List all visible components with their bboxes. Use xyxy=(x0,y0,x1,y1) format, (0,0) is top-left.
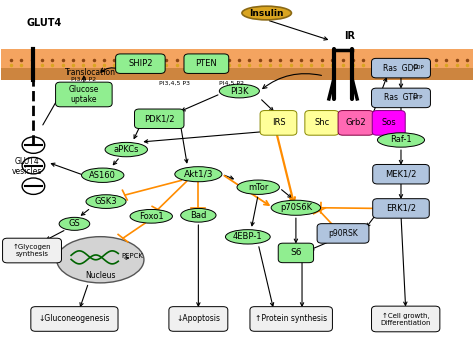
FancyBboxPatch shape xyxy=(31,307,118,331)
Text: PI3K: PI3K xyxy=(230,87,248,96)
Text: MEK1/2: MEK1/2 xyxy=(385,170,417,179)
FancyBboxPatch shape xyxy=(184,54,229,73)
Text: AS160: AS160 xyxy=(89,171,116,180)
Text: SHIP2: SHIP2 xyxy=(128,59,153,68)
Text: PTEN: PTEN xyxy=(195,59,217,68)
Text: PI3,4,5 P3: PI3,4,5 P3 xyxy=(159,81,190,86)
Text: p70S6K: p70S6K xyxy=(280,203,312,212)
Text: Shc: Shc xyxy=(314,118,329,127)
FancyBboxPatch shape xyxy=(372,58,430,78)
Text: IR: IR xyxy=(344,31,355,41)
Ellipse shape xyxy=(181,208,216,222)
FancyBboxPatch shape xyxy=(278,243,314,263)
Text: PI4,5 P2: PI4,5 P2 xyxy=(219,81,244,86)
Ellipse shape xyxy=(57,237,144,283)
Ellipse shape xyxy=(86,195,126,208)
Text: 4EBP-1: 4EBP-1 xyxy=(233,232,263,241)
FancyBboxPatch shape xyxy=(317,224,369,243)
Text: GDP: GDP xyxy=(412,65,424,70)
FancyBboxPatch shape xyxy=(373,199,429,218)
Text: Foxo1: Foxo1 xyxy=(139,212,164,221)
Text: GLUT4
vesicles: GLUT4 vesicles xyxy=(12,157,43,176)
Text: ↑Glycogen
synthesis: ↑Glycogen synthesis xyxy=(13,244,51,257)
Text: ↑Protein synthesis: ↑Protein synthesis xyxy=(255,315,327,324)
Ellipse shape xyxy=(130,209,173,223)
FancyBboxPatch shape xyxy=(55,82,112,107)
FancyBboxPatch shape xyxy=(338,110,374,135)
Text: S6: S6 xyxy=(290,248,301,257)
Text: ↑Cell growth,
Differentiation: ↑Cell growth, Differentiation xyxy=(381,313,431,326)
Ellipse shape xyxy=(271,200,320,215)
Ellipse shape xyxy=(377,133,425,147)
Text: Bad: Bad xyxy=(190,211,207,220)
Text: GLUT4: GLUT4 xyxy=(26,18,62,28)
Text: Sos: Sos xyxy=(382,118,396,127)
Text: aPKCs: aPKCs xyxy=(113,145,139,154)
FancyBboxPatch shape xyxy=(372,110,405,135)
Text: Raf-1: Raf-1 xyxy=(390,136,412,145)
Ellipse shape xyxy=(242,6,292,20)
FancyBboxPatch shape xyxy=(2,238,62,263)
Text: IRS: IRS xyxy=(272,118,285,127)
Text: Glucose
uptake: Glucose uptake xyxy=(69,85,99,104)
Text: Insulin: Insulin xyxy=(249,9,284,18)
Text: GSK3: GSK3 xyxy=(95,197,117,206)
Ellipse shape xyxy=(219,84,259,98)
Ellipse shape xyxy=(226,230,270,244)
FancyBboxPatch shape xyxy=(372,306,440,332)
Text: PEPCK: PEPCK xyxy=(121,253,144,259)
FancyBboxPatch shape xyxy=(135,109,184,129)
Text: mTor: mTor xyxy=(248,183,268,192)
FancyBboxPatch shape xyxy=(372,88,430,108)
Ellipse shape xyxy=(82,168,124,183)
FancyBboxPatch shape xyxy=(373,165,429,184)
Text: Nucleus: Nucleus xyxy=(85,271,116,280)
Ellipse shape xyxy=(59,217,90,230)
Text: Akt1/3: Akt1/3 xyxy=(183,170,213,179)
Text: Ras  GTP: Ras GTP xyxy=(384,93,418,102)
Text: PDK1/2: PDK1/2 xyxy=(144,114,174,123)
Text: Translocation: Translocation xyxy=(65,68,117,77)
FancyBboxPatch shape xyxy=(1,68,473,80)
Text: Grb2: Grb2 xyxy=(346,118,366,127)
Text: ERK1/2: ERK1/2 xyxy=(386,204,416,213)
Text: ↓Gluconeogenesis: ↓Gluconeogenesis xyxy=(39,315,110,324)
FancyBboxPatch shape xyxy=(1,49,473,68)
FancyBboxPatch shape xyxy=(305,110,339,135)
Text: GS: GS xyxy=(69,219,80,228)
Text: GTP: GTP xyxy=(412,95,423,100)
Ellipse shape xyxy=(237,180,279,194)
FancyBboxPatch shape xyxy=(260,110,297,135)
FancyBboxPatch shape xyxy=(116,54,165,73)
Text: Ras  GDP: Ras GDP xyxy=(383,63,419,72)
FancyBboxPatch shape xyxy=(250,307,332,331)
Ellipse shape xyxy=(175,167,222,182)
Ellipse shape xyxy=(105,142,147,157)
Text: PI3,4 P2: PI3,4 P2 xyxy=(71,77,96,82)
FancyBboxPatch shape xyxy=(169,307,228,331)
Text: ↓Apoptosis: ↓Apoptosis xyxy=(176,315,220,324)
Text: p90RSK: p90RSK xyxy=(328,229,358,238)
